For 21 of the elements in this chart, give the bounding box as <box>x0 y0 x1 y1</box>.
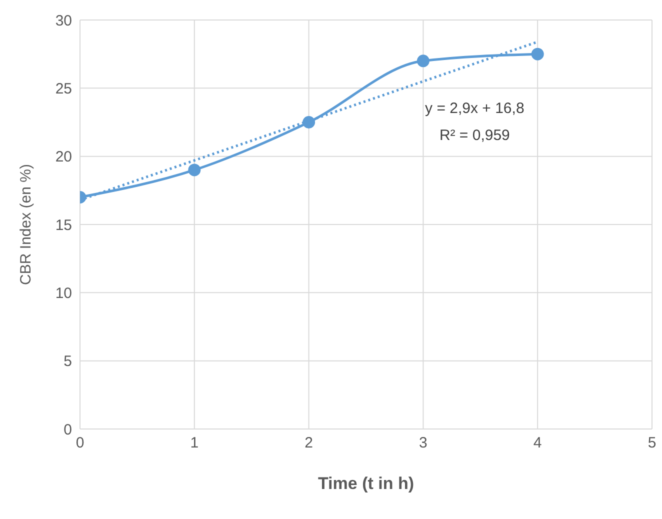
x-axis-title: Time (t in h) <box>318 474 414 493</box>
y-tick-label: 25 <box>55 80 72 98</box>
y-tick-label: 10 <box>55 284 72 302</box>
y-tick-label: 20 <box>55 148 72 166</box>
point <box>188 164 201 176</box>
point <box>416 54 430 68</box>
y-tick-label: 5 <box>64 353 72 370</box>
y-tick-label: 15 <box>55 216 72 234</box>
x-tick-label: 3 <box>419 434 428 452</box>
annotation: y = 2,9x + 16,8 <box>424 100 526 117</box>
x-tick-label: 4 <box>533 434 542 452</box>
x-tick-label: 5 <box>648 434 656 452</box>
y-tick-label: 0 <box>64 421 72 438</box>
point <box>302 116 316 128</box>
x-tick-label: 0 <box>76 434 84 452</box>
point <box>531 48 544 60</box>
x-tick-label: 1 <box>190 434 199 452</box>
y-tick-label: 30 <box>55 12 72 30</box>
x-tick-label: 2 <box>304 434 313 452</box>
y-axis-title: CBR Index (en %) <box>17 164 34 285</box>
annotation: R² = 0,959 <box>438 126 511 144</box>
